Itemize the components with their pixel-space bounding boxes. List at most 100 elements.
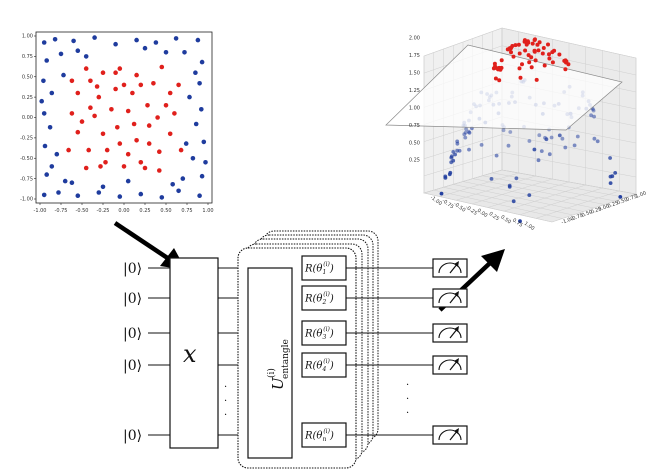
point-3d xyxy=(550,60,555,65)
scatter-point xyxy=(44,58,49,63)
point-3d xyxy=(546,42,550,47)
scatter-point xyxy=(75,193,81,198)
point-3d xyxy=(518,75,523,80)
scatter-point xyxy=(83,54,89,59)
scatter-point xyxy=(151,81,156,86)
scatter-point xyxy=(157,149,162,154)
x-tick-label: -0.25 xyxy=(464,204,478,216)
point-3d xyxy=(524,42,529,47)
scatter-point xyxy=(56,190,61,195)
measurement-gates xyxy=(432,258,468,445)
x-tick-label: 0.75 xyxy=(181,208,192,214)
scatter-point xyxy=(42,143,48,149)
scatter-point xyxy=(190,156,196,161)
scatter-point xyxy=(39,98,44,104)
scatter-point xyxy=(125,151,131,157)
x-tick-label: 0.25 xyxy=(488,211,501,222)
ellipsis-right: · · · xyxy=(406,380,412,419)
scatter-point xyxy=(69,111,75,116)
y-tick-label: -0.50 xyxy=(20,156,33,162)
point-3d xyxy=(493,76,498,81)
grid-line xyxy=(472,178,605,205)
point-3d xyxy=(527,139,532,143)
measurement-gate xyxy=(432,288,468,308)
measurement-gate xyxy=(432,355,468,375)
svg-text:U: U xyxy=(269,376,287,390)
y-tick-label: 0.25 xyxy=(607,200,620,209)
point-3d xyxy=(530,41,535,46)
scatter-point xyxy=(113,70,118,75)
point-3d xyxy=(516,42,521,47)
point-3d xyxy=(536,158,541,163)
scatter-point xyxy=(100,184,106,190)
x-tick-label: 0.00 xyxy=(118,208,129,214)
z-tick-label: 2.00 xyxy=(409,36,420,42)
scatter-point xyxy=(61,72,66,78)
encoder-box xyxy=(169,257,219,449)
point-3d xyxy=(557,52,562,57)
y-tick-label: 0.75 xyxy=(22,54,33,60)
scatter-point xyxy=(41,40,47,45)
point-3d xyxy=(533,58,538,63)
point-3d xyxy=(511,199,516,204)
point-3d xyxy=(595,139,600,144)
z-tick-label: 1.00 xyxy=(409,105,420,111)
point-3d xyxy=(564,60,568,65)
point-3d xyxy=(539,149,544,154)
scatter-point xyxy=(167,131,173,137)
scatter-point xyxy=(94,84,100,89)
scatter-point xyxy=(176,82,181,88)
scatter-point xyxy=(79,119,85,124)
scatter-point xyxy=(96,94,102,100)
scatter-point xyxy=(199,59,205,65)
point-3d xyxy=(560,136,565,141)
point-3d xyxy=(589,113,593,118)
scatter-point xyxy=(201,139,207,145)
point-3d xyxy=(526,53,531,58)
x-tick-label: -0.50 xyxy=(452,201,466,213)
measurement-gate xyxy=(432,323,468,343)
rotation-gate-2: R(θ2(i)) xyxy=(301,285,347,311)
scatter-point xyxy=(104,147,110,153)
scatter-point xyxy=(92,35,97,40)
point-3d xyxy=(439,191,444,196)
scatter-point xyxy=(113,41,118,47)
output-wires xyxy=(346,267,433,436)
z-tick-label: 0.50 xyxy=(409,140,420,146)
x-tick-label: 0.25 xyxy=(139,208,150,214)
scatter-point xyxy=(197,81,202,86)
scatter-point xyxy=(172,111,177,116)
qubit-label-5: |0⟩ xyxy=(123,428,142,444)
rotation-gate-1: R(θ1(i)) xyxy=(301,255,347,281)
rotation-gate-label: R(θ3(i)) xyxy=(304,326,334,341)
scatter-point xyxy=(193,121,199,127)
point-3d xyxy=(467,130,472,135)
svg-text:(i): (i) xyxy=(266,368,277,378)
entangle-box xyxy=(247,267,293,459)
scatter-y-ticks: 1.00 0.75 0.50 0.25 0.00 -0.25 -0.50 -0.75 -1.00 xyxy=(20,34,36,203)
scatter-point xyxy=(100,70,106,75)
scatter-point xyxy=(180,176,186,181)
scatter-point xyxy=(47,125,53,130)
z-tick-label: 1.50 xyxy=(409,71,420,77)
qubit-label-1: |0⟩ xyxy=(123,261,142,277)
scatter-point xyxy=(41,111,47,116)
point-3d xyxy=(451,150,456,154)
point-3d xyxy=(509,50,513,55)
point-3d xyxy=(463,135,468,140)
point-3d xyxy=(449,160,454,165)
scatter-point xyxy=(75,90,81,96)
point-3d xyxy=(618,195,623,199)
points-3d-red xyxy=(491,37,571,83)
scatter-point xyxy=(83,66,89,71)
z-tick-label: 0.25 xyxy=(409,158,420,164)
grid-line xyxy=(503,184,586,212)
scatter-point xyxy=(178,147,184,153)
scatter-point xyxy=(176,188,181,194)
point-3d xyxy=(520,62,524,67)
y-tick-label: 0.25 xyxy=(22,95,33,101)
qubit-label-3: |0⟩ xyxy=(123,326,142,342)
point-3d xyxy=(498,67,503,72)
scatter-point xyxy=(153,40,159,45)
